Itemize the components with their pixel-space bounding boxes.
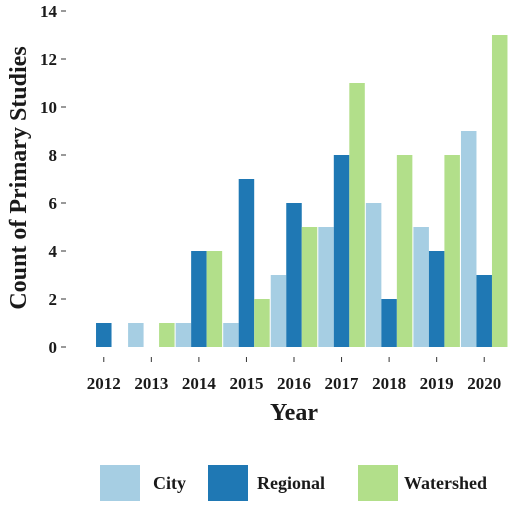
x-tick-label: 2016 <box>277 374 311 393</box>
bar-city-2020 <box>460 131 477 347</box>
y-tick-label: 6 <box>49 194 58 213</box>
bar-city-2013 <box>128 323 144 347</box>
bar-city-2019 <box>413 227 429 347</box>
legend-label-city: City <box>153 473 186 493</box>
bar-regional-2017 <box>333 155 350 347</box>
legend-label-watershed: Watershed <box>404 473 487 493</box>
bar-city-2015 <box>223 323 239 347</box>
x-axis-title: Year <box>270 400 318 426</box>
x-tick-label: 2020 <box>467 374 501 393</box>
legend-swatch-watershed <box>358 465 398 501</box>
bar-watershed-2020 <box>491 35 508 347</box>
bars-group <box>96 35 508 347</box>
bar-watershed-2017 <box>349 83 365 347</box>
legend-label-regional: Regional <box>257 473 325 493</box>
bar-regional-2016 <box>286 203 302 347</box>
bar-watershed-2016 <box>301 227 318 347</box>
bar-regional-2015 <box>238 179 255 347</box>
x-tick-label: 2019 <box>420 374 454 393</box>
bar-regional-2020 <box>476 275 492 347</box>
x-tick-label: 2014 <box>182 374 217 393</box>
y-tick-label: 14 <box>40 2 58 21</box>
y-tick-label: 12 <box>40 50 57 69</box>
bar-regional-2018 <box>381 299 397 347</box>
y-tick-label: 0 <box>49 338 58 357</box>
legend-swatch-city <box>100 465 140 501</box>
y-tick-label: 4 <box>49 242 58 261</box>
x-tick-label: 2017 <box>325 374 360 393</box>
y-axis-title: Count of Primary Studies <box>6 46 32 309</box>
bar-city-2017 <box>318 227 334 347</box>
x-axis: 2012 2013 2014 2015 2016 2017 2018 2019 2020 <box>87 357 501 393</box>
x-tick-label: 2013 <box>134 374 168 393</box>
bar-watershed-2019 <box>444 155 460 347</box>
bar-watershed-2014 <box>206 251 223 347</box>
bar-regional-2012 <box>96 323 112 347</box>
bar-regional-2014 <box>191 251 207 347</box>
bar-watershed-2018 <box>396 155 413 347</box>
y-tick-label: 10 <box>40 98 57 117</box>
x-tick-label: 2012 <box>87 374 121 393</box>
bar-watershed-2015 <box>254 299 270 347</box>
legend: City Regional Watershed <box>100 465 487 501</box>
y-tick-label: 8 <box>49 146 58 165</box>
x-tick-label: 2018 <box>372 374 406 393</box>
y-axis: 0 2 4 6 8 10 12 14 <box>40 2 66 357</box>
bar-city-2018 <box>365 203 382 347</box>
bar-watershed-2013 <box>159 323 175 347</box>
bar-city-2016 <box>270 275 287 347</box>
legend-swatch-regional <box>208 465 248 501</box>
bar-city-2014 <box>175 323 192 347</box>
x-tick-label: 2015 <box>229 374 263 393</box>
bar-regional-2019 <box>428 251 445 347</box>
y-tick-label: 2 <box>49 290 58 309</box>
